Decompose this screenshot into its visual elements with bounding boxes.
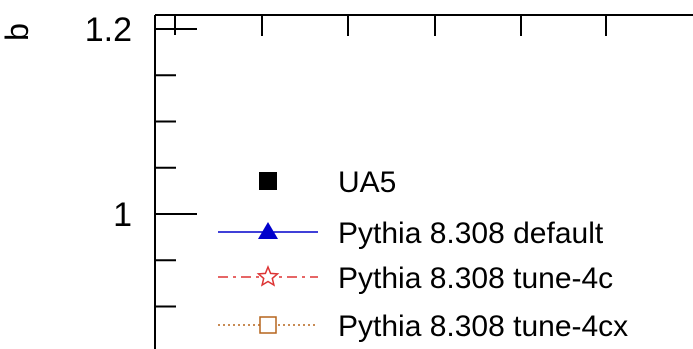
- plot-frame: [154, 14, 693, 349]
- legend-entry: Pythia 8.308 tune-4cx: [218, 310, 628, 343]
- legend: UA5 Pythia 8.308 default Pythia 8.308 tune…: [218, 166, 628, 343]
- legend-marker-square-icon: [259, 172, 277, 190]
- legend-marker-triangle-icon: [258, 222, 278, 239]
- axis-ticks: [155, 15, 607, 308]
- legend-label: Pythia 8.308 tune-4c: [338, 262, 613, 295]
- y-axis-label: b: [0, 23, 35, 41]
- legend-marker-star-icon: [256, 265, 280, 287]
- legend-label: Pythia 8.308 tune-4cx: [338, 310, 628, 343]
- legend-label: UA5: [338, 166, 396, 199]
- y-tick-labels: 1.21: [85, 11, 132, 234]
- y-tick-label: 1.2: [85, 11, 132, 49]
- y-tick-label: 1: [113, 196, 132, 234]
- legend-entry: UA5: [259, 166, 396, 199]
- legend-entry: Pythia 8.308 default: [218, 217, 604, 250]
- legend-label: Pythia 8.308 default: [338, 217, 604, 250]
- legend-marker-open-square-icon: [259, 316, 277, 334]
- legend-entry: Pythia 8.308 tune-4c: [218, 262, 613, 295]
